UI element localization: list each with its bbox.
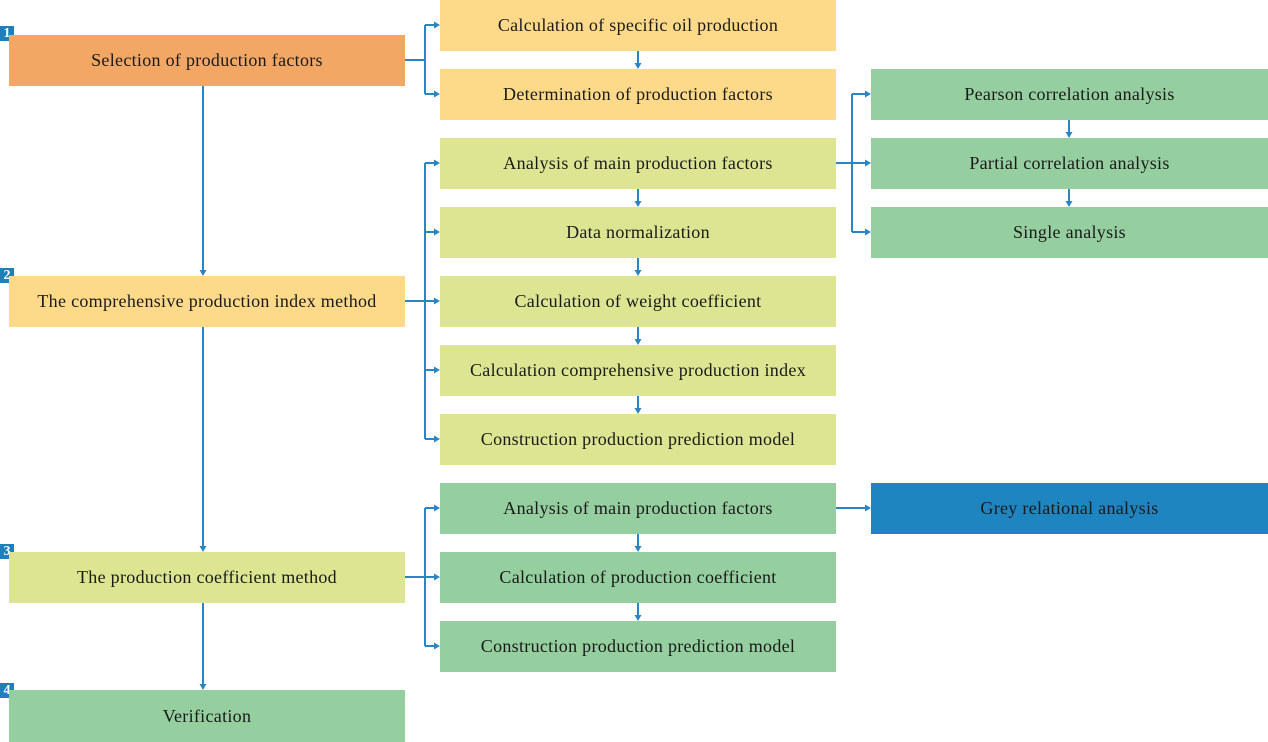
analysis-box: Single analysis xyxy=(871,207,1268,258)
step-1-box: Selection of production factors xyxy=(9,35,405,86)
arrowhead-icon xyxy=(434,90,440,98)
arrowhead-icon xyxy=(199,546,207,552)
arrowhead-icon xyxy=(865,504,871,512)
step-4-box: Verification xyxy=(9,690,405,742)
arrowhead-icon xyxy=(634,270,642,276)
arrowhead-icon xyxy=(199,684,207,690)
analysis-box: Pearson correlation analysis xyxy=(871,69,1268,120)
arrowhead-icon xyxy=(434,642,440,650)
substep-box: Construction production prediction model xyxy=(440,414,836,465)
arrowhead-icon xyxy=(634,339,642,345)
analysis-box: Partial correlation analysis xyxy=(871,138,1268,189)
substep-box: Analysis of main production factors xyxy=(440,138,836,189)
substep-box: Calculation of weight coefficient xyxy=(440,276,836,327)
arrowhead-icon xyxy=(865,90,871,98)
arrowhead-icon xyxy=(865,228,871,236)
arrowhead-icon xyxy=(634,63,642,69)
arrowhead-icon xyxy=(434,297,440,305)
arrowhead-icon xyxy=(634,408,642,414)
substep-box: Determination of production factors xyxy=(440,69,836,120)
step-3-box: The production coefficient method xyxy=(9,552,405,603)
arrowhead-icon xyxy=(434,504,440,512)
arrowhead-icon xyxy=(199,270,207,276)
substep-box: Calculation of specific oil production xyxy=(440,0,836,51)
arrowhead-icon xyxy=(634,615,642,621)
arrowhead-icon xyxy=(865,159,871,167)
arrowhead-icon xyxy=(434,21,440,29)
arrowhead-icon xyxy=(1065,201,1073,207)
arrowhead-icon xyxy=(434,159,440,167)
substep-box: Construction production prediction model xyxy=(440,621,836,672)
step-2-box: The comprehensive production index metho… xyxy=(9,276,405,327)
substep-box: Calculation of production coefficient xyxy=(440,552,836,603)
arrowhead-icon xyxy=(634,201,642,207)
arrowhead-icon xyxy=(434,573,440,581)
substep-box: Data normalization xyxy=(440,207,836,258)
arrowhead-icon xyxy=(634,546,642,552)
substep-box: Analysis of main production factors xyxy=(440,483,836,534)
arrowhead-icon xyxy=(434,366,440,374)
arrowhead-icon xyxy=(434,228,440,236)
arrowhead-icon xyxy=(1065,132,1073,138)
analysis-box: Grey relational analysis xyxy=(871,483,1268,534)
substep-box: Calculation comprehensive production ind… xyxy=(440,345,836,396)
arrowhead-icon xyxy=(434,435,440,443)
